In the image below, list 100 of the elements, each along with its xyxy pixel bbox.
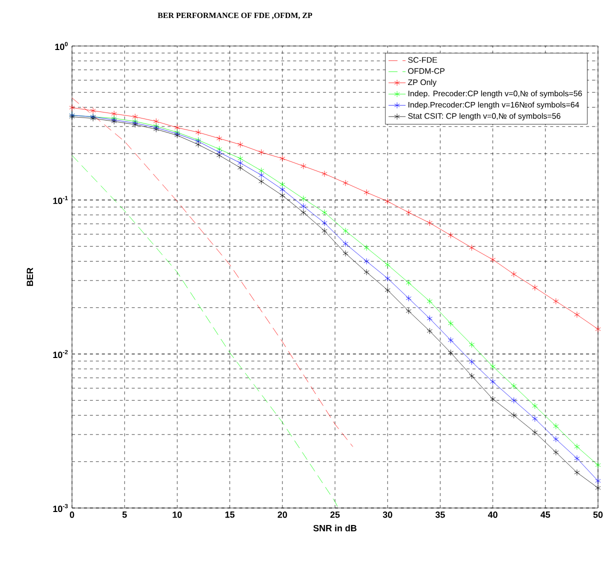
- point: [426, 328, 432, 334]
- point: [553, 298, 559, 304]
- point: [364, 268, 370, 276]
- y-tick-label: 10$^{-2}$: [53, 350, 68, 358]
- point: [490, 256, 496, 263]
- point: [216, 146, 222, 152]
- y-axis-title: BER: [26, 268, 34, 286]
- line-series: [72, 155, 338, 508]
- point: [384, 286, 390, 294]
- point: [342, 240, 348, 247]
- point: [532, 429, 538, 436]
- x-tick-label: 5: [122, 512, 127, 518]
- point: [511, 270, 517, 278]
- point: [111, 110, 117, 117]
- x-tick-label: 0: [70, 512, 74, 518]
- x-tick-label: 20: [278, 512, 288, 518]
- point: [258, 172, 264, 178]
- point: [511, 382, 517, 390]
- point: [490, 396, 496, 402]
- point: [448, 336, 454, 344]
- y-tick-label: 10$^{0}$: [55, 42, 68, 50]
- point: [280, 181, 286, 188]
- point: [511, 412, 517, 418]
- point: [216, 135, 222, 142]
- point: [216, 152, 222, 159]
- point: [322, 220, 328, 226]
- point: [553, 436, 559, 442]
- x-tick-label: 40: [488, 512, 498, 518]
- point: [574, 469, 580, 476]
- x-tick-label: 50: [593, 512, 603, 518]
- x-tick-label: 45: [540, 512, 550, 518]
- point: [280, 155, 286, 162]
- point: [364, 244, 370, 251]
- point: [364, 258, 370, 264]
- point: [238, 155, 244, 162]
- point: [132, 114, 138, 120]
- point: [174, 124, 180, 131]
- point: [342, 250, 348, 257]
- point: [195, 141, 202, 148]
- point: [342, 228, 348, 234]
- point: [322, 228, 328, 234]
- point: [406, 308, 412, 314]
- point: [532, 416, 538, 422]
- point: [406, 280, 412, 286]
- point: [490, 363, 496, 370]
- point: [238, 164, 244, 171]
- point: [574, 444, 580, 450]
- point: [553, 449, 559, 456]
- point: [448, 320, 454, 327]
- point: [468, 372, 475, 380]
- point: [322, 209, 328, 216]
- x-tick-label: 35: [435, 512, 445, 518]
- point: [384, 275, 390, 282]
- point: [258, 178, 264, 185]
- point: [384, 262, 390, 268]
- point: [406, 295, 412, 302]
- point: [342, 180, 348, 186]
- point: [153, 118, 159, 125]
- point: [426, 298, 432, 304]
- point: [300, 162, 306, 170]
- x-tick-label: 15: [225, 512, 235, 518]
- point: [69, 104, 75, 111]
- point: [280, 186, 286, 193]
- point: [532, 284, 538, 291]
- point: [300, 203, 306, 210]
- point: [553, 422, 559, 430]
- point: [595, 326, 601, 332]
- point: [195, 129, 202, 136]
- point: [490, 378, 496, 385]
- point: [300, 209, 306, 216]
- point: [574, 455, 580, 462]
- x-tick-label: 30: [382, 512, 392, 518]
- point: [406, 209, 412, 216]
- point: [574, 312, 580, 318]
- point: [238, 141, 244, 148]
- point: [468, 358, 475, 365]
- point: [426, 220, 432, 226]
- point: [532, 402, 538, 410]
- x-tick-label: 10: [172, 512, 182, 518]
- point: [258, 149, 264, 156]
- point: [468, 341, 475, 348]
- point: [280, 192, 286, 199]
- point: [595, 462, 601, 468]
- point: [258, 168, 264, 174]
- point: [322, 170, 328, 177]
- point: [384, 198, 390, 205]
- point: [595, 484, 601, 492]
- y-tick-label: 10$^{-1}$: [53, 196, 68, 204]
- point: [448, 349, 454, 356]
- point: [300, 195, 306, 202]
- point: [426, 315, 432, 322]
- point: [216, 149, 222, 156]
- point: [511, 397, 517, 404]
- y-tick-label: 10$^{-3}$: [53, 504, 68, 512]
- x-tick-label: 25: [330, 512, 340, 518]
- point: [468, 244, 475, 251]
- point: [448, 232, 454, 238]
- point: [238, 160, 244, 166]
- point: [595, 478, 601, 484]
- point: [90, 108, 96, 114]
